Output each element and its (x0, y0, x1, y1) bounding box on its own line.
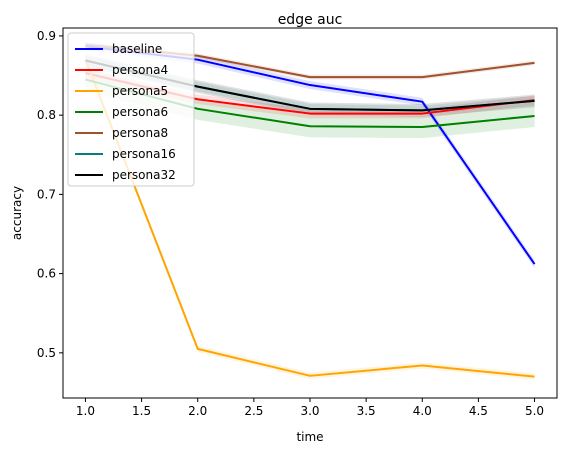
x-tick-label: 1.5 (132, 404, 151, 418)
x-tick-label: 2.0 (188, 404, 207, 418)
band-persona6 (85, 68, 535, 139)
legend: baseline persona4 persona5 persona6 persona8… (67, 32, 195, 187)
legend-label-persona32: persona32 (112, 168, 176, 182)
legend-label-persona6: persona6 (112, 105, 168, 119)
band-baseline (85, 42, 535, 269)
legend-label-persona5: persona5 (112, 84, 168, 98)
x-tick-label: 3.5 (357, 404, 376, 418)
legend-label-baseline: baseline (112, 42, 162, 56)
series-line-persona5 (84, 59, 535, 378)
x-tick-label: 4.0 (413, 404, 432, 418)
x-tick-label: 4.5 (469, 404, 488, 418)
x-tick-label: 3.0 (300, 404, 319, 418)
legend-label-persona16: persona16 (112, 147, 176, 161)
x-tick-label: 1.0 (76, 404, 95, 418)
x-axis-ticks: 1.0 1.5 2.0 2.5 3.0 3.5 4.0 4.5 5.0 (76, 398, 544, 418)
y-tick-label: 0.9 (37, 29, 56, 43)
y-axis-title: accuracy (10, 186, 24, 240)
x-axis-title: time (296, 430, 323, 444)
legend-box (67, 32, 195, 187)
y-tick-label: 0.8 (37, 108, 56, 122)
y-tick-label: 0.7 (37, 187, 56, 201)
legend-label-persona4: persona4 (112, 63, 168, 77)
x-tick-label: 5.0 (525, 404, 544, 418)
x-tick-label: 2.5 (244, 404, 263, 418)
y-axis-ticks: 0.5 0.6 0.7 0.8 0.9 (37, 29, 63, 360)
y-tick-label: 0.5 (37, 346, 56, 360)
chart-title: edge auc (278, 12, 343, 28)
legend-label-persona8: persona8 (112, 126, 168, 140)
y-tick-label: 0.6 (37, 267, 56, 281)
